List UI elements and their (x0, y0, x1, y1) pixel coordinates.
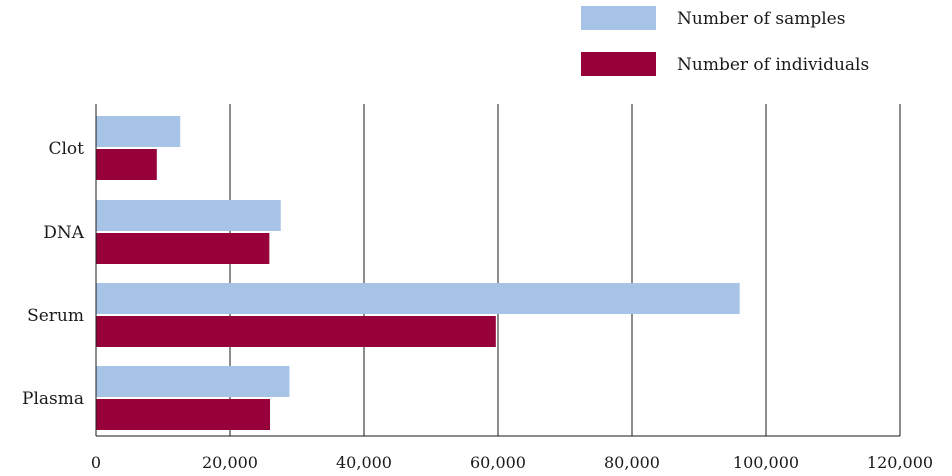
x-tick-label: 100,000 (733, 453, 799, 472)
axes (95, 104, 900, 437)
legend-swatch (581, 6, 656, 30)
x-tick-label: 40,000 (336, 453, 392, 472)
bar-plasma-individuals (96, 399, 271, 430)
bar-clot-samples (96, 116, 181, 147)
x-tick-label: 20,000 (202, 453, 258, 472)
bar-clot-individuals (96, 149, 157, 180)
bar-dna-individuals (96, 233, 270, 264)
category-labels: Clot DNA Serum Plasma (22, 139, 85, 409)
legend-label: Number of samples (677, 9, 845, 29)
x-tick-labels: 0 20,000 40,000 60,000 80,000 100,000 120,000 (91, 453, 933, 472)
bar-serum-individuals (96, 316, 496, 347)
gridlines (229, 104, 901, 436)
legend-label: Number of individuals (677, 55, 869, 75)
category-label: Clot (48, 139, 84, 159)
category-label: Plasma (22, 389, 84, 409)
bar-dna-samples (96, 200, 281, 231)
legend-swatch (581, 52, 656, 76)
bars (96, 116, 740, 430)
x-tick-label: 80,000 (604, 453, 660, 472)
x-tick-label: 60,000 (470, 453, 526, 472)
x-tick-label: 120,000 (867, 453, 933, 472)
chart-legend: Number of samples Number of individuals (581, 6, 869, 76)
bar-plasma-samples (96, 366, 290, 397)
category-label: Serum (27, 306, 84, 326)
bar-serum-samples (96, 283, 740, 314)
category-label: DNA (43, 223, 85, 243)
x-tick-label: 0 (91, 453, 101, 472)
